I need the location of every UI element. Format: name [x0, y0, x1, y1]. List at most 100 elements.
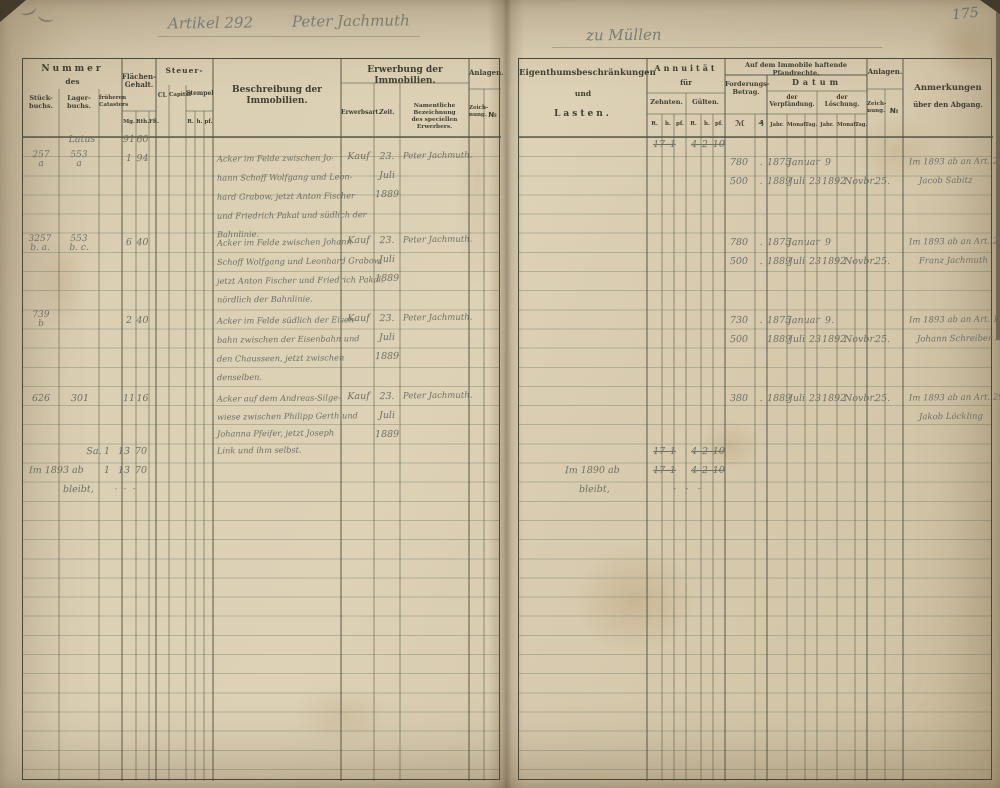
- pb1-loesch-jahr: 1892: [821, 175, 847, 188]
- b4-zeit-monat: Juli: [378, 409, 396, 422]
- header-cl: Cl.: [157, 92, 168, 99]
- pb3-betrag: 500: [729, 333, 749, 346]
- annuitaet-zehnten-struck: 17–1: [652, 138, 676, 151]
- b4-zeit-jahr: 1889: [374, 428, 400, 441]
- pb3-verpf-jahr: 1875: [766, 314, 792, 327]
- b2-zeit-jahr: 1889: [374, 272, 400, 285]
- b1-desc-line: hann Schoff Wolfgang und Leon-: [216, 171, 353, 183]
- pb1-anmerkung: Im 1893 ab an Art. 287.: [908, 156, 1000, 168]
- header-lagerbuchs: Lager- buchs.: [67, 94, 91, 110]
- title-underline: [552, 47, 882, 48]
- pb3-verpf-monat: Juli: [788, 333, 806, 346]
- pb2-verpf-jahr: 1889: [766, 255, 792, 268]
- pb2-loesch-monat: Novbr.: [843, 255, 877, 268]
- b4-erwerbsart: Kauf: [347, 390, 370, 403]
- header-namentlich: Namentliche Bezeichnung des speciellen E…: [411, 103, 458, 130]
- pb1-verpf-monat: Juli: [788, 175, 806, 188]
- pb3-verpf-tag: 9.: [824, 314, 835, 327]
- bleibt-label: bleibt,: [578, 483, 610, 496]
- title-underline: [158, 36, 420, 37]
- b1-erwerbsart: Kauf: [347, 150, 370, 163]
- pb4-verpf-tag: 23: [808, 392, 822, 405]
- row-lines: [23, 137, 499, 779]
- pb3-verpf-jahr: 1889: [766, 333, 792, 346]
- header-catasters: früheren Catasters: [99, 95, 129, 108]
- header-verpfaendung: der Verpfändung.: [769, 94, 815, 109]
- article-number: Artikel 292: [167, 13, 254, 33]
- pb4-anmerkung: Jakob Löckling: [918, 411, 983, 423]
- header-datum: Datum: [791, 77, 843, 87]
- pb2-verpf-monat: Januar: [787, 236, 820, 249]
- b3-desc-line: denselben.: [216, 371, 263, 383]
- b1-zeit-tag: 23.: [379, 150, 395, 163]
- header-loeschung: der Löschung.: [824, 94, 860, 109]
- b3-stueckbuchs: 739 b: [32, 309, 50, 330]
- b3-desc-line: Acker im Felde südlich der Eisen-: [216, 314, 357, 326]
- header-tag: Tag.: [855, 122, 868, 128]
- bleibt-dots: · · ·: [114, 483, 136, 496]
- header-stempel: Stempel: [186, 90, 214, 97]
- b4-desc-line: wiese zwischen Philipp Gerth und: [216, 410, 358, 422]
- abgang-mg: 1: [103, 464, 111, 477]
- header-h: h.: [704, 121, 710, 127]
- header-erwerbsart: Erwerbsart.: [341, 109, 381, 116]
- pb3-dot: .: [759, 314, 763, 327]
- pb3-verpf-monat: Januar: [787, 314, 820, 327]
- pb2-betrag: 500: [729, 255, 749, 268]
- b4-erwerber: Peter Jachmuth.: [402, 390, 473, 402]
- right-page-table: Eigenthumsbeschränkungen und Lasten. Ann…: [518, 58, 1000, 781]
- abgang-label: Im 1893 ab: [28, 464, 84, 477]
- header-tag: Tag.: [805, 122, 818, 128]
- header-lasten: Lasten.: [554, 109, 612, 119]
- b4-zeit-tag: 23.: [379, 390, 395, 403]
- b4-desc-line: Acker auf dem Andreas-Silge-: [216, 392, 341, 404]
- header-nr: №: [488, 111, 497, 119]
- pb1-verpf-monat: Januar: [787, 156, 820, 169]
- header-pfennig-sign: ₰: [758, 119, 764, 128]
- summa-mg: 1: [103, 445, 111, 458]
- abgang-zehnten-struck: 17–1: [652, 464, 676, 477]
- pb4-betrag: 380: [729, 392, 749, 405]
- pb2-betrag: 780: [729, 236, 749, 249]
- pb2-anmerkung: Im 1893 ab an Art. 293.: [908, 236, 1000, 248]
- b3-mg: 2: [125, 314, 133, 327]
- summa-fss: 70: [134, 445, 148, 458]
- header-h: h.: [196, 119, 203, 125]
- abgang-rth: 13: [117, 464, 131, 477]
- header-pfandrechte: Auf dem Immobile haftende Pfandrechte.: [745, 61, 847, 77]
- header-zeichnung: Zeich- nung.: [469, 105, 489, 118]
- pb3-loesch-monat: Novbr.: [843, 333, 877, 346]
- b2-zeit-tag: 23.: [379, 234, 395, 247]
- pb1-verpf-tag: 23: [808, 175, 822, 188]
- b1-desc-line: Acker im Felde zwischen Jo-: [216, 152, 334, 164]
- header-anlagen: Anlagen.: [867, 67, 903, 76]
- pb2-anmerkung: Franz Jachmuth: [918, 255, 988, 267]
- b4-rth: 16: [136, 392, 149, 405]
- header-r: R.: [690, 121, 697, 127]
- header-pf: pf.: [715, 121, 723, 127]
- pb2-dot: .: [759, 255, 763, 268]
- b3-desc-line: bahn zwischen der Eisenbahn und: [216, 333, 360, 345]
- pb2-verpf-jahr: 1875: [766, 236, 792, 249]
- owner-name: Peter Jachmuth: [291, 11, 410, 31]
- pb4-dot: .: [759, 392, 763, 405]
- b2-erwerber: Peter Jachmuth.: [402, 234, 473, 246]
- header-forderung: Forderungs- Betrag.: [725, 80, 770, 96]
- pb2-loesch-jahr: 1892: [821, 255, 847, 268]
- b2-rth: 40: [136, 236, 149, 249]
- pb4-loesch-jahr: 1892: [821, 392, 847, 405]
- pencil-mark: [18, 1, 38, 18]
- pb3-anmerkung: Im 1893 ab an Art. 180: [908, 314, 1000, 326]
- summa-rth: 13: [117, 445, 131, 458]
- abgang-label: Im 1890 ab: [564, 464, 620, 477]
- b1-desc-line: und Friedrich Pakal und südlich der: [216, 209, 367, 221]
- pb3-verpf-tag: 23: [808, 333, 822, 346]
- b1-zeit-monat: Juli: [378, 169, 396, 182]
- header-stueckbuchs: Stück- buchs.: [29, 94, 53, 110]
- b1-stueckbuchs: 257 a: [32, 149, 50, 170]
- b1-rth: 94: [136, 152, 149, 165]
- b3-erwerbsart: Kauf: [347, 312, 370, 325]
- pb1-loesch-tag: 25.: [874, 175, 891, 188]
- pb1-verpf-tag: 9: [824, 156, 832, 169]
